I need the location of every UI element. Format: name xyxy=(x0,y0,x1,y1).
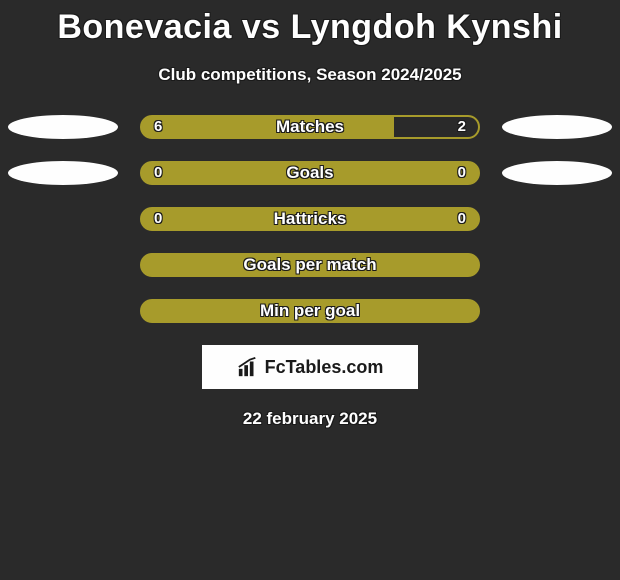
player-marker-left xyxy=(8,161,118,185)
chart-icon xyxy=(237,356,259,378)
stat-value-left: 0 xyxy=(154,161,162,185)
logo-text: FcTables.com xyxy=(265,357,384,378)
stat-row: Goals0 0 xyxy=(0,161,620,185)
stat-row: Min per goal xyxy=(0,299,620,323)
stat-label: Goals per match xyxy=(142,253,478,277)
stat-bar: Min per goal xyxy=(140,299,480,323)
player-marker-right xyxy=(502,161,612,185)
stat-label: Min per goal xyxy=(142,299,478,323)
stat-bar: Matches6 2 xyxy=(140,115,480,139)
stat-bar: Hattricks0 0 xyxy=(140,207,480,231)
stat-value-left: 6 xyxy=(154,115,162,139)
stat-bar: Goals per match xyxy=(140,253,480,277)
stat-value-left: 0 xyxy=(154,207,162,231)
date-text: 22 february 2025 xyxy=(0,409,620,429)
stat-label: Hattricks xyxy=(142,207,478,231)
logo-box: FcTables.com xyxy=(202,345,418,389)
stats-rows: Matches62Goals00Hattricks00Goals per mat… xyxy=(0,115,620,323)
player-marker-right xyxy=(502,115,612,139)
stat-bar: Goals0 0 xyxy=(140,161,480,185)
page-title: Bonevacia vs Lyngdoh Kynshi xyxy=(0,0,620,47)
subtitle: Club competitions, Season 2024/2025 xyxy=(0,65,620,85)
stat-value-right: 0 xyxy=(458,161,466,185)
stat-label: Goals xyxy=(142,161,478,185)
player-marker-left xyxy=(8,115,118,139)
stat-value-right: 0 xyxy=(458,207,466,231)
stat-label: Matches xyxy=(142,115,478,139)
stat-row: Hattricks0 0 xyxy=(0,207,620,231)
stat-value-right: 2 xyxy=(458,115,466,139)
stat-row: Matches6 2 xyxy=(0,115,620,139)
stat-row: Goals per match xyxy=(0,253,620,277)
